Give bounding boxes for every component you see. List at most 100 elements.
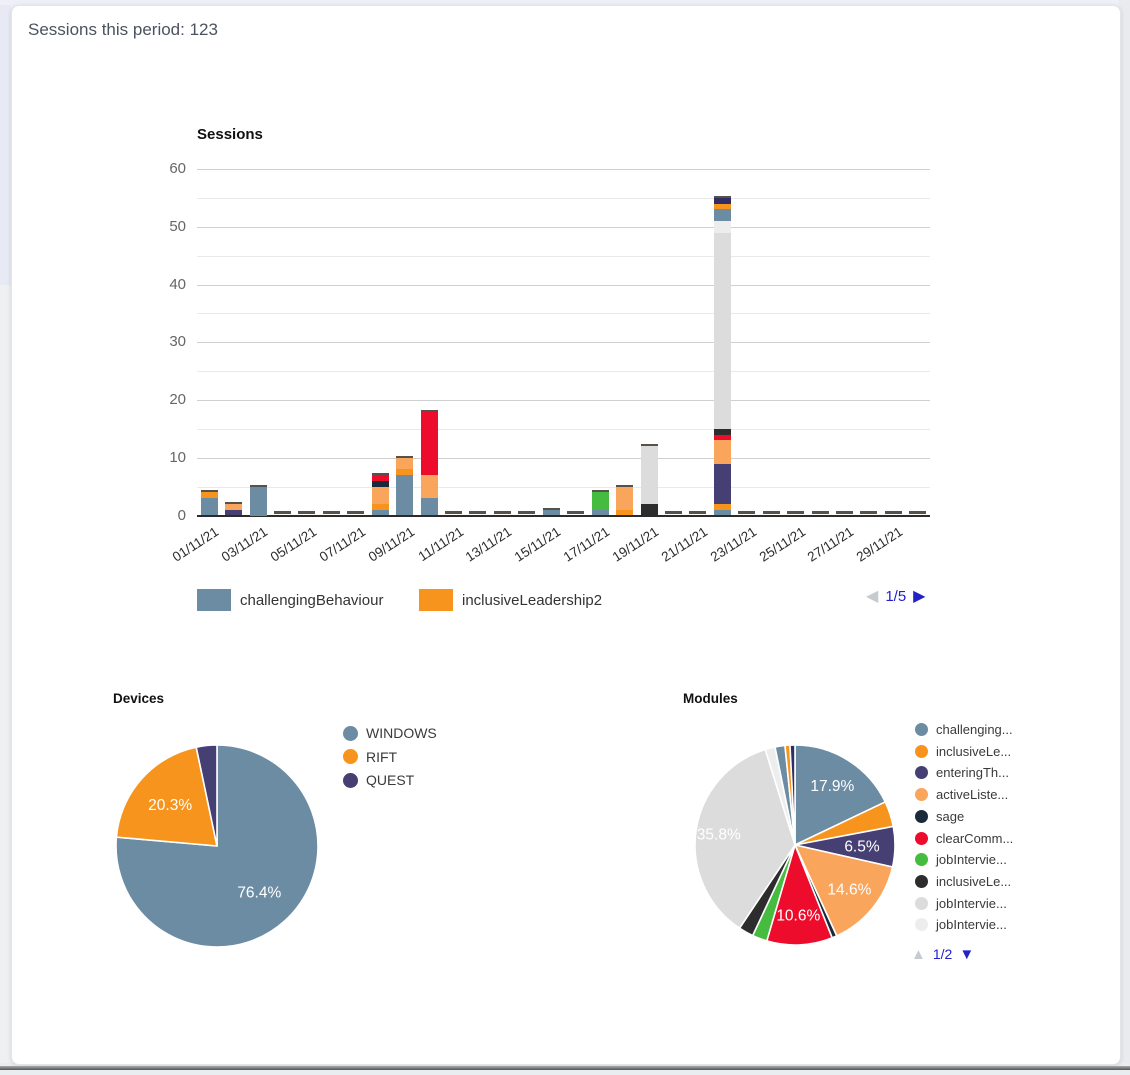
legend-item-label: jobIntervie... [936,917,1007,933]
bar-segment[interactable] [713,428,731,435]
legend-item-enteringTh[interactable]: enteringTh... [915,765,1009,780]
gridline-minor [197,255,930,257]
legend-item-QUEST[interactable]: QUEST [343,772,414,788]
legend-item-activeListe[interactable]: activeListe... [915,787,1008,802]
legend-color-dot [915,809,928,823]
bar-segment[interactable] [713,209,731,221]
empty-date-marker [811,511,829,514]
legend-item-label: RIFT [366,748,398,765]
bar-segment[interactable] [713,503,731,510]
gridline-minor [197,428,930,430]
bar-segment[interactable] [640,446,658,504]
bar-segment[interactable] [713,203,731,210]
legend-item-jobIntervie[interactable]: jobIntervie... [915,896,1007,911]
bar-segment[interactable] [225,503,243,510]
bar-segment[interactable] [200,492,218,499]
pie-slice-clearComm[interactable] [765,844,833,946]
pie-slice[interactable] [789,744,796,846]
sessions-chart-title: Sessions [197,126,263,143]
empty-date-marker [445,511,463,514]
pie-slice-percent-label: 6.5% [844,839,880,856]
bar-segment[interactable] [249,486,267,516]
legend-item-challengingBehaviour[interactable]: challengingBehaviour [197,589,383,611]
pie-slice-QUEST[interactable] [195,744,218,847]
modules-legend-next-button[interactable]: ▼ [959,945,975,963]
bar-segment[interactable] [420,475,438,499]
bar-segment[interactable] [713,232,731,429]
legend-item-challenging[interactable]: challenging... [915,722,1013,737]
legend-item-label: clearComm... [936,830,1014,846]
bar-segment[interactable] [225,509,243,516]
bar-segment[interactable] [713,463,731,504]
legend-item-inclusiveLe[interactable]: inclusiveLe... [915,744,1011,759]
legend-item-label: sage [936,808,965,824]
devices-pie-chart: 76.4% 20.3% [115,744,319,948]
empty-date-marker [493,511,511,514]
legend-item-label: inclusiveLe... [936,743,1012,759]
empty-date-marker [298,511,316,514]
legend-item-jobIntervie[interactable]: jobIntervie... [915,852,1007,867]
pie-slice-RIFT[interactable] [115,746,218,847]
bar-segment[interactable] [396,457,414,470]
bar-segment[interactable] [371,486,389,504]
empty-date-marker [787,511,805,514]
bar-segment[interactable] [542,509,560,516]
pie-slice-activeListe[interactable] [794,844,894,937]
bar-segment[interactable] [396,469,414,476]
bar-segment[interactable] [616,486,634,510]
legend-item-label: enteringTh... [936,765,1009,781]
bar-segment[interactable] [371,475,389,481]
bar-segment[interactable] [420,498,438,516]
y-axis-tick-label: 20 [169,391,186,408]
bar-segment[interactable] [713,440,731,464]
bar-cap [420,409,438,412]
legend-item-clearComm[interactable]: clearComm... [915,831,1013,846]
bar-cap [616,484,634,487]
legend-item-label: jobIntervie... [936,852,1007,868]
bar-segment[interactable] [420,411,438,476]
legend-item-WINDOWS[interactable]: WINDOWS [343,725,437,741]
sessions-period-title: Sessions this period: 123 [28,20,218,39]
modules-legend-page-indicator: 1/2 [932,946,953,962]
legend-next-button[interactable]: ▶ [913,587,926,605]
bar-segment[interactable] [713,220,731,233]
pie-slice-jobIntervie[interactable] [694,748,796,930]
empty-date-marker [469,511,487,514]
empty-date-marker [274,511,292,514]
bar-segment[interactable] [713,509,731,516]
bar-segment[interactable] [713,197,731,204]
legend-item-sage[interactable]: sage [915,809,964,824]
empty-date-marker [738,511,756,514]
bar-segment[interactable] [371,509,389,516]
bar-segment[interactable] [371,480,389,487]
bar-segment[interactable] [616,509,634,516]
empty-date-marker [664,511,682,514]
page-background-right [1119,0,1130,1075]
bar-segment[interactable] [371,503,389,510]
modules-legend-prev-button[interactable]: ▲ [911,945,926,963]
x-axis-tick-label: 01/11/21 [169,524,222,565]
legend-item-RIFT[interactable]: RIFT [343,749,397,765]
bar-cap [396,455,414,458]
legend-item-jobIntervie[interactable]: jobIntervie... [915,917,1007,932]
gridline-minor [197,197,930,199]
bar-segment[interactable] [640,503,658,516]
bar-cap [225,501,243,504]
empty-date-marker [762,511,780,514]
legend-item-label: challenging... [936,722,1013,737]
bar-segment[interactable] [396,475,414,516]
bar-segment[interactable] [713,434,731,441]
bar-segment[interactable] [591,492,609,510]
legend-item-inclusiveLe[interactable]: inclusiveLe... [915,874,1011,889]
legend-item-inclusiveLeadership2[interactable]: inclusiveLeadership2 [419,589,602,611]
empty-date-marker [567,511,585,514]
gridline-major [197,457,930,459]
bar-segment[interactable] [200,498,218,516]
page-background-left-lower [0,285,11,1075]
bar-legend-pagination: ◀ 1/5 ▶ [866,588,925,605]
legend-prev-button[interactable]: ◀ [866,587,879,605]
bar-segment[interactable] [591,509,609,516]
pie-slice-challenging[interactable] [794,744,887,846]
